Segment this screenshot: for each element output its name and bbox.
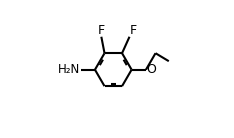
Text: O: O — [146, 63, 156, 76]
Text: F: F — [98, 24, 105, 37]
Text: H₂N: H₂N — [58, 63, 80, 76]
Text: F: F — [129, 24, 137, 37]
